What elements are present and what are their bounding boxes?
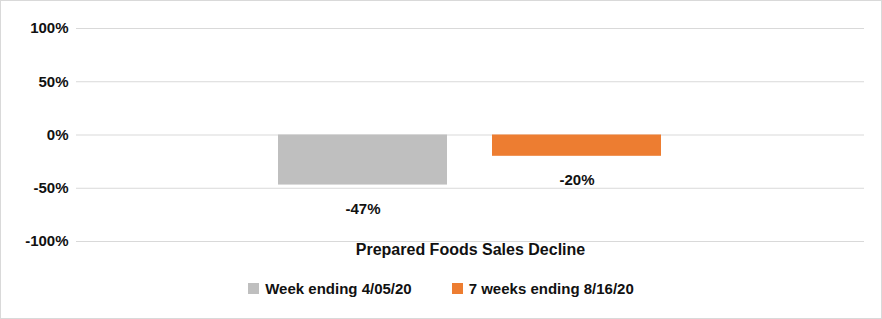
svg-text:0%: 0%: [47, 126, 69, 143]
svg-text:-50%: -50%: [33, 179, 68, 196]
html-text:7 weeks ending 8/16/20: 7 weeks ending 8/16/20: [468, 280, 634, 297]
svg-text:50%: 50%: [38, 73, 68, 90]
html-text:Week ending 4/05/20: Week ending 4/05/20: [265, 280, 412, 297]
svg-text:100%: 100%: [30, 19, 68, 36]
svg-text:-100%: -100%: [25, 232, 68, 249]
svg-text:-47%: -47%: [345, 200, 380, 217]
svg-text:-20%: -20%: [559, 171, 594, 188]
svg-text:Prepared Foods Sales Decline: Prepared Foods Sales Decline: [356, 241, 586, 258]
